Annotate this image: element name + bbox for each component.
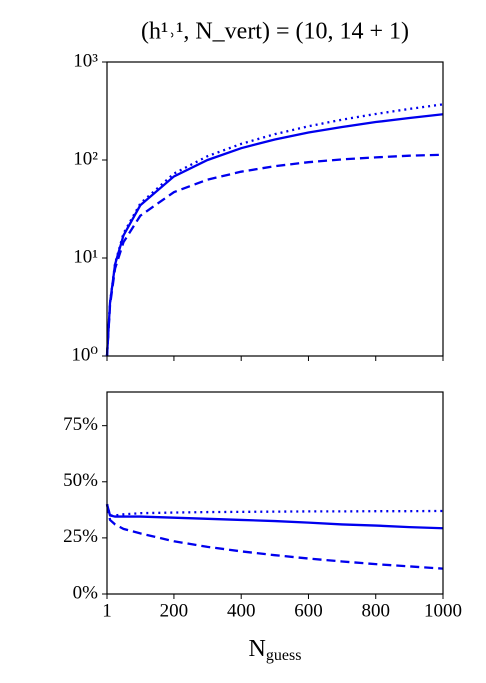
- y-tick-label: 10³: [73, 50, 98, 71]
- x-tick-label: 1000: [424, 600, 462, 621]
- y-tick-label: 10⁰: [71, 344, 98, 365]
- series-line: [105, 113, 444, 357]
- series-line: [105, 103, 444, 357]
- plot-frame: [106, 391, 444, 595]
- y-tick-label: 10²: [73, 148, 98, 169]
- x-label-main: N: [249, 636, 266, 662]
- series-line: [105, 503, 444, 530]
- plot-frame: [106, 61, 444, 357]
- series-line: [105, 153, 444, 357]
- y-tick-label: 25%: [63, 526, 98, 547]
- x-tick-label: 600: [294, 600, 323, 621]
- series-line: [105, 504, 444, 570]
- y-tick-label: 50%: [63, 470, 98, 491]
- x-tick-label: 1: [102, 600, 112, 621]
- y-tick-label: 10¹: [73, 246, 98, 267]
- chart-title: (h¹˒¹, N_vert) = (10, 14 + 1): [141, 19, 409, 45]
- x-axis-label: Nguess: [249, 636, 302, 664]
- x-label-sub: guess: [266, 647, 302, 664]
- x-tick-label: 200: [160, 600, 189, 621]
- series-line: [105, 503, 444, 517]
- x-tick-label: 800: [361, 600, 390, 621]
- x-tick-label: 400: [227, 600, 256, 621]
- y-tick-label: 0%: [73, 582, 99, 603]
- y-tick-label: 75%: [63, 414, 98, 435]
